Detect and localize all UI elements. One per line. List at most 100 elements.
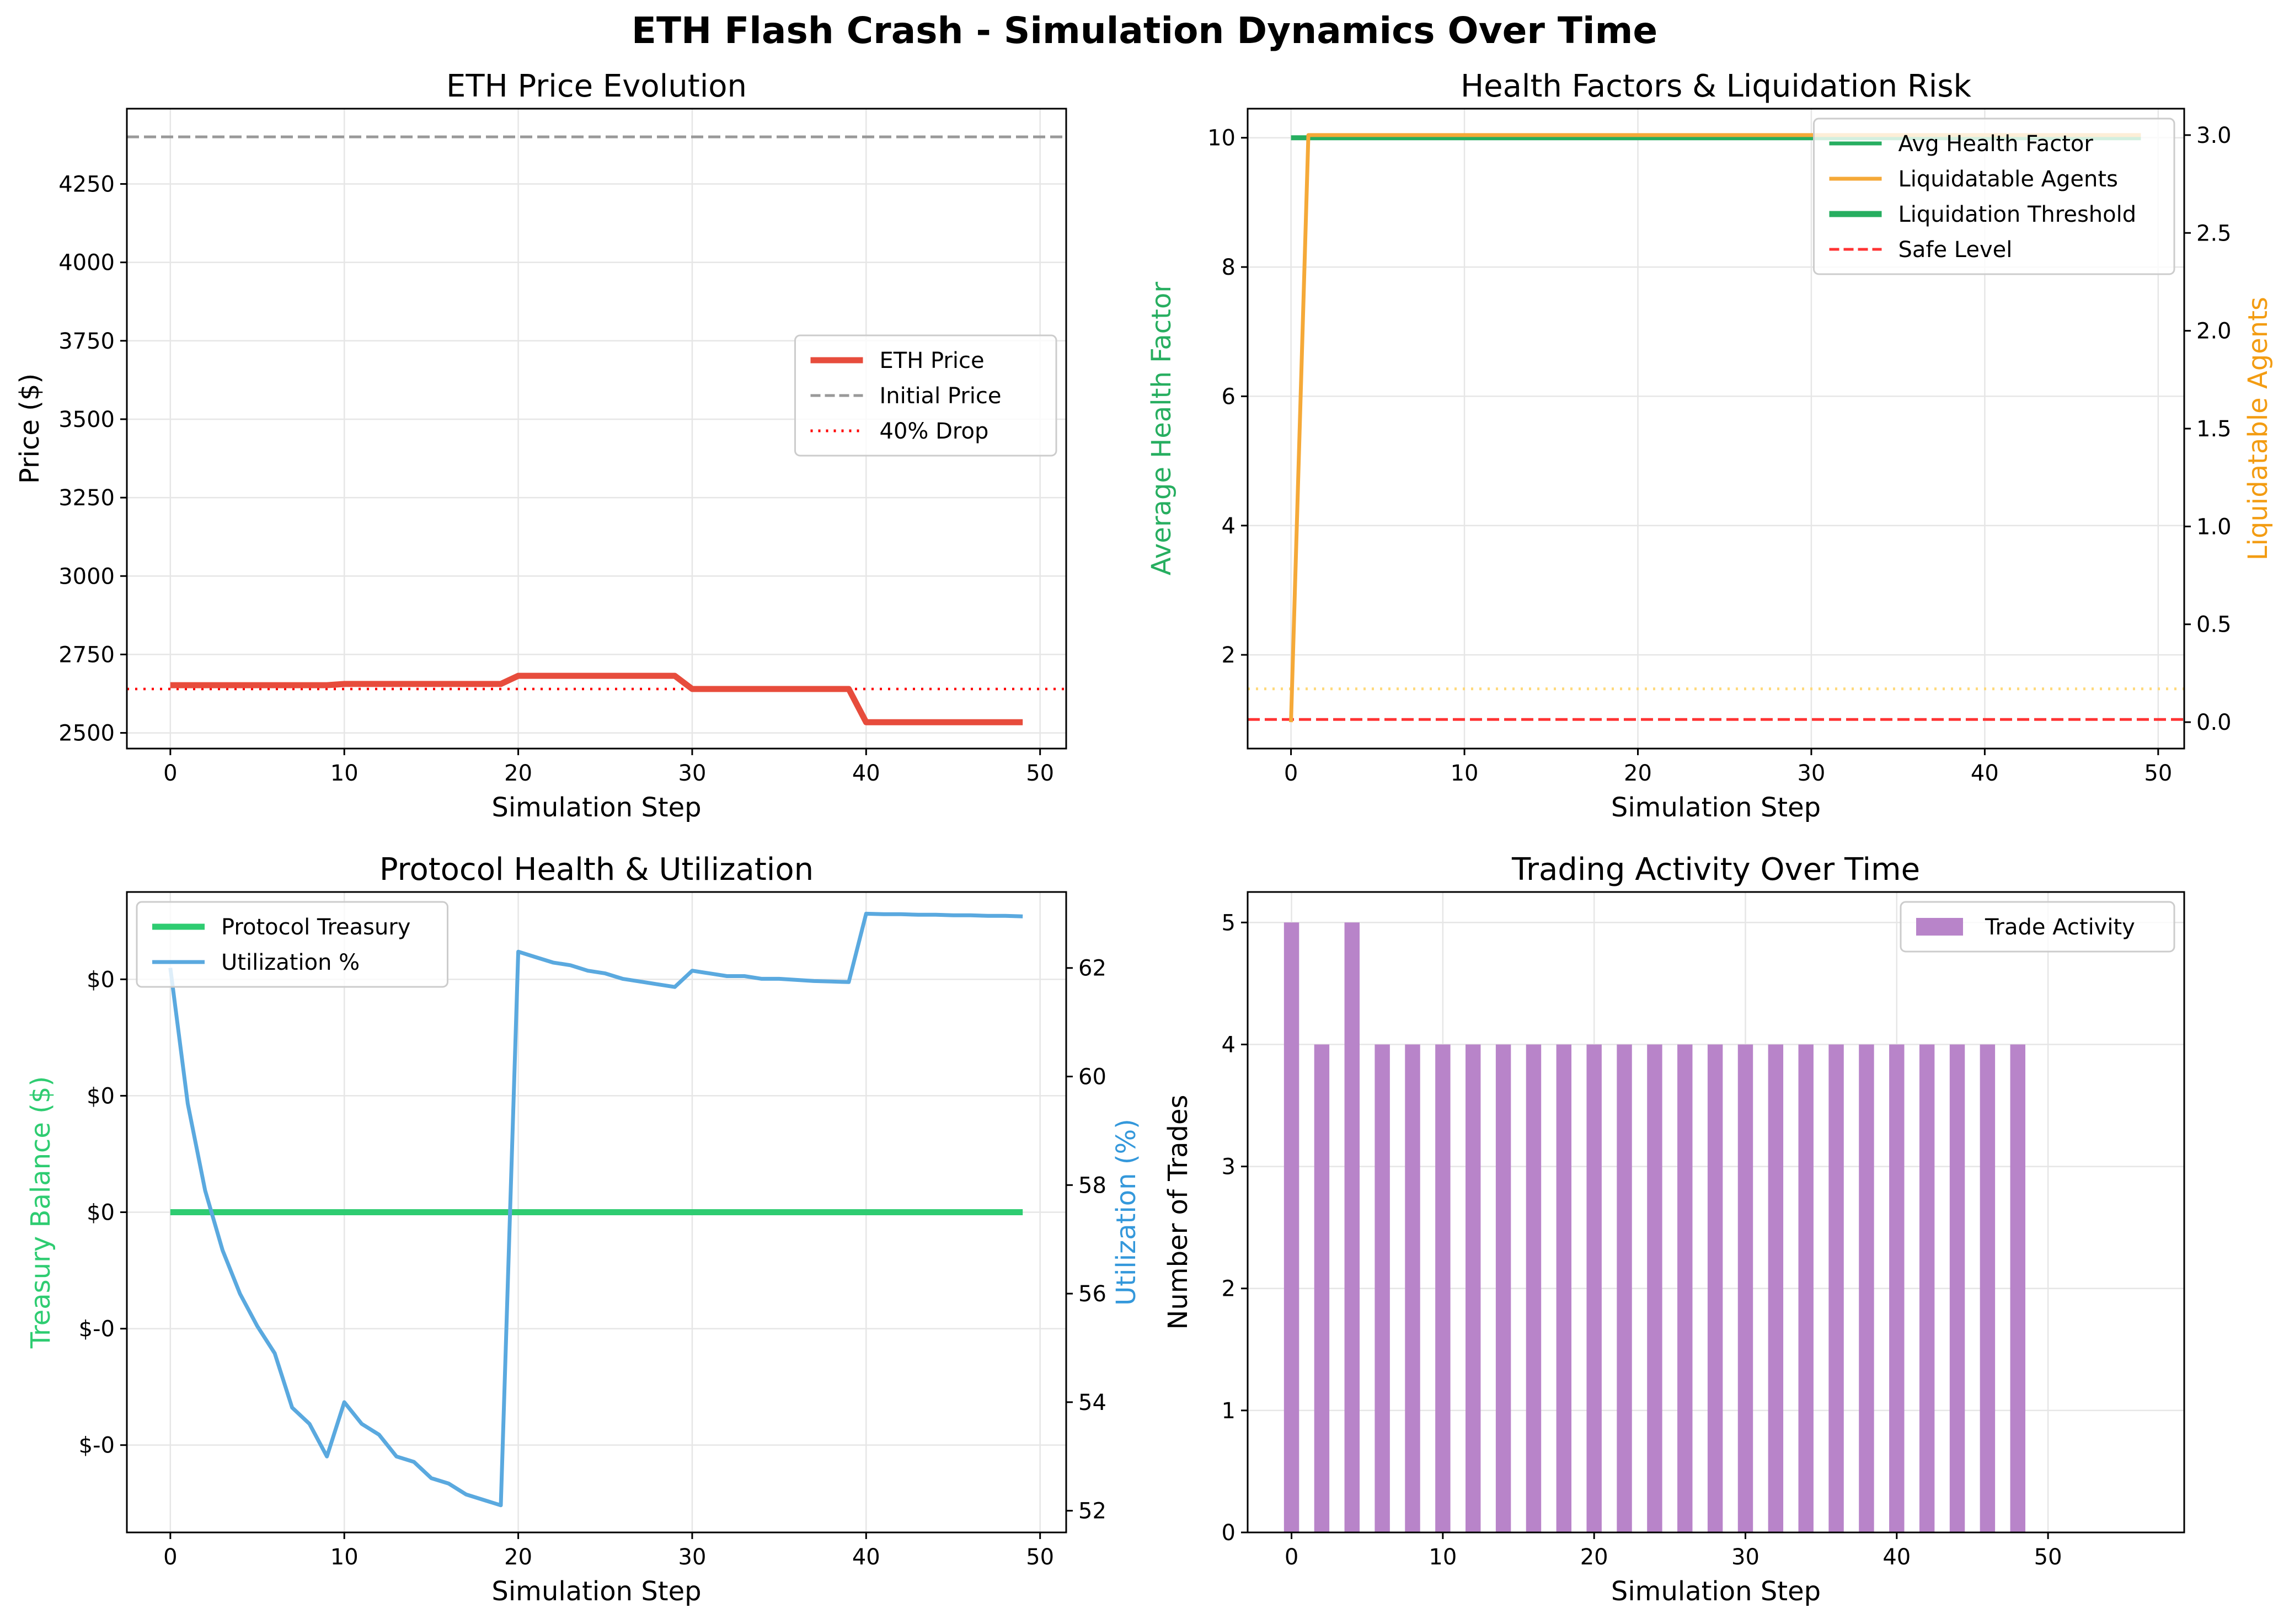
bar-trade-activity [1828,1044,1844,1532]
bar-trade-activity [2010,1044,2025,1532]
x-tick-label: 10 [330,761,359,786]
bar-trade-activity [1526,1044,1542,1532]
y-tick-label: 0 [1222,1520,1236,1546]
y2-tick-label: 1.5 [2196,416,2232,442]
chart-title: Protocol Health & Utilization [379,852,814,888]
y-tick-label: $0 [87,1083,115,1109]
bar-trade-activity [1283,922,1299,1532]
legend-label-liquidation-threshold: Liquidation Threshold [1898,202,2137,227]
x-tick-label: 10 [1451,761,1479,786]
bar-trade-activity [1677,1044,1693,1532]
legend-box [1813,117,2175,275]
y-tick-label: 3250 [58,485,115,511]
x-tick-label: 20 [1580,1545,1608,1570]
y2-tick-label: 56 [1078,1281,1106,1307]
legend-box [136,901,448,988]
bar-trade-activity [1344,922,1360,1532]
y-axis-label: Price ($) [14,373,45,484]
x-tick-label: 50 [2144,761,2172,786]
legend-label-initial-price: Initial Price [880,383,1002,409]
y-tick-label: 8 [1222,255,1236,280]
y-tick-label: 3000 [58,564,115,589]
plot-area [127,135,1066,725]
bar-trade-activity [1435,1044,1451,1532]
legend-label-liquidatable-agents: Liquidatable Agents [1898,167,2118,192]
x-tick-label: 30 [678,1545,707,1570]
x-tick-label: 20 [504,761,532,786]
y2-tick-label: 58 [1078,1173,1106,1198]
bar-trade-activity [1466,1044,1481,1532]
bar-trade-activity [1949,1044,1965,1532]
legend: Avg Health Factor Liquidatable Agents Liqu… [1813,117,2175,275]
x-tick-label: 0 [1285,1545,1298,1570]
bar-trade-activity [1405,1044,1420,1532]
y-tick-label: $-0 [79,1433,115,1459]
health-chart: 0 10 20 30 40 50 2 4 6 8 10 0.0 0.5 1.0 1.5 2.0 2.5 3.0 He… [1146,68,2274,823]
x-axis-label: Simulation Step [1611,792,1821,823]
axes-frame [126,108,1067,750]
bar-trade-activity [1768,1044,1784,1532]
y-tick-label: 5 [1222,910,1236,936]
legend: Trade Activity [1900,901,2175,953]
x-tick-label: 10 [1429,1545,1457,1570]
x-tick-label: 40 [1971,761,1999,786]
x-axis-label: Simulation Step [1611,1576,1821,1607]
y2-tick-label: 54 [1078,1390,1106,1415]
y-tick-label: 4 [1222,1032,1236,1057]
y-tick-label: 3 [1222,1155,1236,1180]
bar-trade-activity [1919,1044,1935,1532]
legend-label-trade-activity: Trade Activity [1985,915,2135,940]
y2-tick-label: 52 [1078,1499,1106,1524]
plot-area [168,911,1023,1508]
bar-trade-activity [1617,1044,1632,1532]
x-tick-label: 20 [1624,761,1652,786]
series-line-eth-price [170,672,1023,725]
x-tick-label: 0 [163,761,177,786]
axes-frame [1247,891,2185,1534]
protocol-chart: 0 10 20 30 40 50 $-0 $-0 $0 $0 $0 52 54 56 58 60 62 Proto… [25,852,1142,1607]
y-axis-label: Treasury Balance ($) [25,1076,56,1349]
x-tick-label: 30 [678,761,707,786]
y2-tick-label: 62 [1078,956,1106,981]
y-tick-label: 1 [1222,1398,1236,1424]
y2-axis-label: Utilization (%) [1111,1119,1142,1306]
legend-label-avg-health-factor: Avg Health Factor [1898,131,2094,157]
x-tick-label: 0 [163,1545,177,1570]
y-tick-label: 10 [1207,126,1236,151]
y2-tick-label: 2.5 [2196,221,2232,246]
chart-title: Trading Activity Over Time [1511,852,1920,888]
plot-area [1283,922,2025,1532]
legend-label-eth-price: ETH Price [880,348,985,373]
bar-trade-activity [1737,1044,1753,1532]
y-tick-label: 4 [1222,514,1236,539]
y2-tick-label: 2.0 [2196,319,2232,344]
x-tick-label: 50 [1026,1545,1054,1570]
y2-tick-label: 0.5 [2196,612,2232,638]
bar-trade-activity [1798,1044,1814,1532]
bar-trade-activity [1556,1044,1572,1532]
y-tick-label: 2750 [58,642,115,667]
y-tick-label: $0 [87,967,115,992]
price-chart: 0 10 20 30 40 50 2500 2750 3000 3250 3500 3750 4000 4… [14,68,1067,823]
legend-label-utilization-: Utilization % [221,950,360,975]
chart-title: Health Factors & Liquidation Risk [1461,68,1971,104]
y-tick-label: 4250 [58,172,115,197]
y2-tick-label: 1.0 [2196,514,2232,539]
bar-trade-activity [1889,1044,1905,1532]
x-axis-label: Simulation Step [491,792,701,823]
x-tick-label: 50 [1026,761,1054,786]
bar-trade-activity [1707,1044,1723,1532]
legend-box [794,334,1057,457]
bar-trade-activity [1586,1044,1602,1532]
x-tick-label: 50 [2034,1545,2062,1570]
x-axis-label: Simulation Step [491,1576,701,1607]
trades-chart: 0 10 20 30 40 50 0 1 2 3 4 5 Trading Activity Over T… [1163,852,2185,1607]
figure-title: ETH Flash Crash - Simulation Dynamics Ov… [632,9,1657,52]
bar-trade-activity [1859,1044,1874,1532]
legend: ETH Price Initial Price 40% Drop [794,334,1057,457]
y-tick-label: 2500 [58,721,115,746]
y-tick-label: 3750 [58,329,115,354]
legend: Protocol Treasury Utilization % [136,901,448,988]
x-tick-label: 10 [330,1545,359,1570]
